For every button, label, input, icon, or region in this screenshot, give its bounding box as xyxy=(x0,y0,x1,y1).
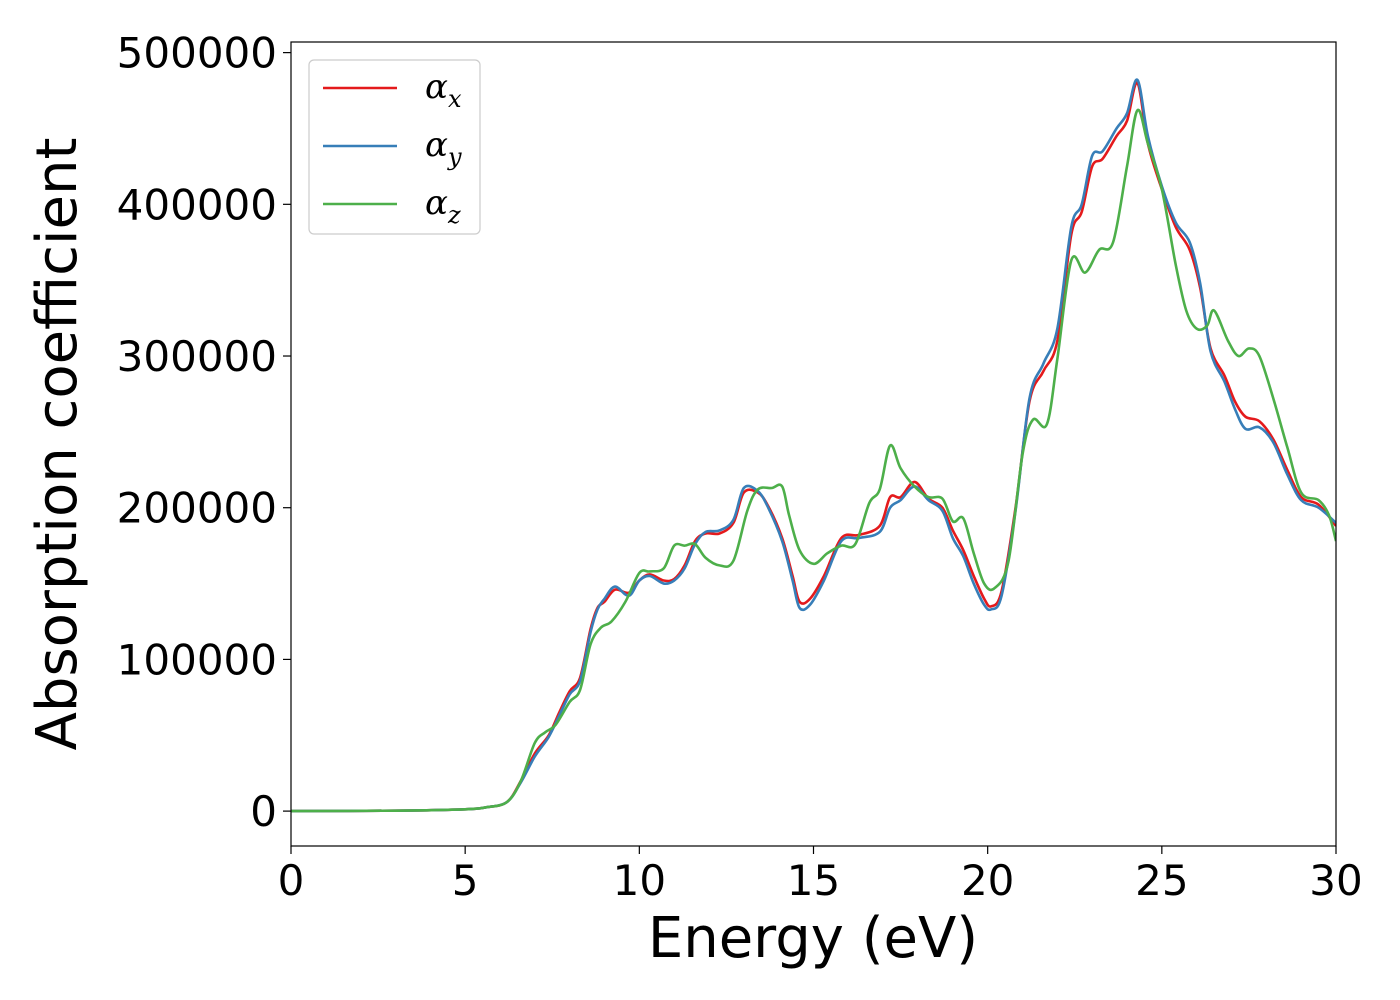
y-tick-label: 100000 xyxy=(117,635,277,684)
x-tick-label: 5 xyxy=(452,856,479,905)
legend-subscript: x xyxy=(448,85,462,113)
y-tick-label: 200000 xyxy=(117,484,277,533)
x-axis-title: Energy (eV) xyxy=(648,906,978,971)
series-lines xyxy=(291,78,1336,813)
legend-label-alpha-x: αx xyxy=(425,67,462,113)
y-axis-ticks: 0 100000 200000 300000 400000 500000 xyxy=(117,29,291,836)
legend-symbol: α xyxy=(425,125,448,165)
plot-frame xyxy=(290,41,1337,847)
legend-subscript: z xyxy=(447,201,461,229)
series-line-alpha-y xyxy=(291,78,1336,813)
x-tick-label: 25 xyxy=(1135,856,1188,905)
x-tick-label: 30 xyxy=(1309,856,1362,905)
x-axis-ticks: 0 5 10 15 20 25 30 xyxy=(278,846,1363,905)
x-tick-label: 10 xyxy=(613,856,666,905)
legend-label-alpha-z: αz xyxy=(425,183,461,229)
x-tick-label: 15 xyxy=(787,856,840,905)
legend-label-alpha-y: αy xyxy=(425,125,462,171)
y-axis-title: Absorption coefficient xyxy=(25,138,90,751)
x-tick-label: 0 xyxy=(278,856,305,905)
y-tick-label: 500000 xyxy=(117,29,277,78)
legend-subscript: y xyxy=(447,143,462,171)
x-tick-label: 20 xyxy=(961,856,1014,905)
y-tick-label: 300000 xyxy=(117,332,277,381)
legend-symbol: α xyxy=(425,67,448,107)
y-tick-label: 0 xyxy=(250,787,277,836)
y-tick-label: 400000 xyxy=(117,180,277,229)
series-line-alpha-z xyxy=(291,108,1336,813)
legend-symbol: α xyxy=(425,183,448,223)
